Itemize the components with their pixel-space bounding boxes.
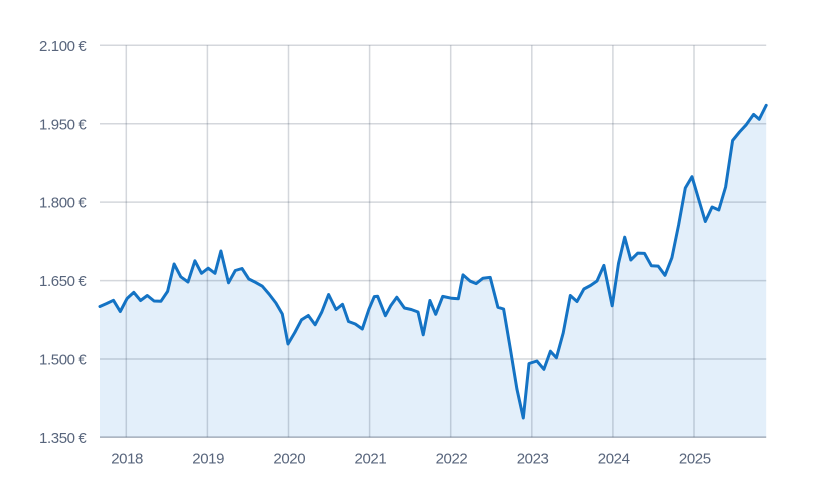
svg-text:2024: 2024 [598, 450, 630, 467]
svg-text:1.350 €: 1.350 € [39, 430, 87, 447]
svg-text:1.950 €: 1.950 € [39, 116, 87, 133]
svg-text:2025: 2025 [679, 450, 711, 467]
svg-text:1.500 €: 1.500 € [39, 352, 87, 369]
svg-text:2022: 2022 [436, 450, 468, 467]
svg-text:1.650 €: 1.650 € [39, 273, 87, 290]
svg-text:2021: 2021 [355, 450, 387, 467]
svg-text:2019: 2019 [192, 450, 224, 467]
svg-text:2023: 2023 [517, 450, 549, 467]
svg-text:2.100 €: 2.100 € [39, 38, 87, 55]
svg-text:1.800 €: 1.800 € [39, 195, 87, 212]
svg-text:2018: 2018 [111, 450, 143, 467]
svg-text:2020: 2020 [273, 450, 305, 467]
